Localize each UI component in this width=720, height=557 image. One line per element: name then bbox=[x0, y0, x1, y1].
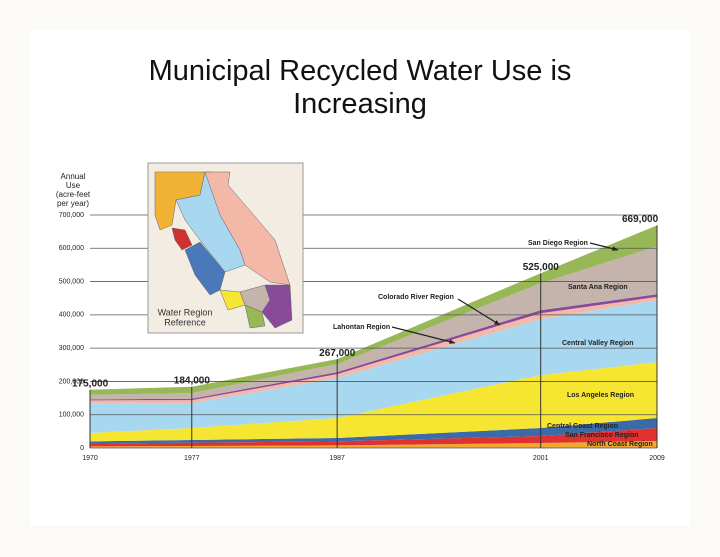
arrow-head bbox=[612, 246, 618, 251]
area bbox=[90, 296, 657, 404]
region-label: Santa Ana Region bbox=[568, 284, 628, 291]
region-label: Los Angeles Region bbox=[567, 392, 634, 399]
region-label: San Diego Region bbox=[528, 240, 588, 247]
x-tick-label: 1987 bbox=[329, 455, 345, 462]
area bbox=[90, 428, 657, 447]
y-tick-label: 300,000 bbox=[59, 345, 84, 352]
total-label: 669,000 bbox=[622, 214, 659, 225]
arrow-head bbox=[494, 320, 500, 325]
region-label: Central Coast Region bbox=[547, 423, 618, 430]
region-label: Lahontan Region bbox=[333, 324, 390, 331]
total-label: 184,000 bbox=[174, 375, 211, 386]
y-axis-label: per year) bbox=[57, 199, 89, 208]
y-axis-label: (acre-feet bbox=[56, 190, 91, 199]
y-tick-label: 600,000 bbox=[59, 245, 84, 252]
region-label: San Francisco Region bbox=[565, 432, 639, 439]
map-inset: Water Region Reference bbox=[147, 162, 304, 334]
map-region bbox=[244, 304, 266, 329]
area bbox=[90, 418, 657, 444]
area bbox=[90, 441, 657, 448]
region-label: North Coast Region bbox=[587, 441, 653, 448]
arrow bbox=[457, 298, 501, 326]
total-label: 267,000 bbox=[319, 348, 356, 359]
chart-title: Municipal Recycled Water Use is Increasin… bbox=[149, 55, 572, 120]
y-tick-label: 100,000 bbox=[59, 412, 84, 419]
total-label: 175,000 bbox=[72, 378, 109, 389]
arrow-head bbox=[449, 339, 455, 344]
map-region bbox=[261, 284, 293, 329]
map-region bbox=[204, 171, 291, 286]
x-tick-label: 1977 bbox=[184, 455, 200, 462]
inset-caption: Water Region bbox=[158, 307, 213, 317]
area bbox=[90, 362, 657, 442]
y-tick-label: 0 bbox=[80, 445, 84, 452]
x-tick-label: 1970 bbox=[82, 455, 98, 462]
y-tick-label: 200,000 bbox=[59, 378, 84, 385]
x-tick-label: 2009 bbox=[649, 455, 665, 462]
arrow bbox=[391, 326, 456, 344]
area bbox=[90, 300, 657, 434]
y-tick-label: 400,000 bbox=[59, 312, 84, 319]
y-tick-label: 500,000 bbox=[59, 278, 84, 285]
total-label: 525,000 bbox=[523, 262, 560, 273]
region-label: Central Valley Region bbox=[562, 340, 634, 347]
region-label: Colorado River Region bbox=[378, 294, 454, 301]
y-axis-label: Use bbox=[66, 181, 81, 190]
map-region bbox=[171, 227, 193, 251]
y-axis-label: Annual bbox=[61, 172, 86, 181]
area bbox=[90, 294, 657, 401]
inset-caption: Reference bbox=[164, 317, 206, 327]
x-tick-label: 2001 bbox=[533, 455, 549, 462]
y-tick-label: 700,000 bbox=[59, 212, 84, 219]
